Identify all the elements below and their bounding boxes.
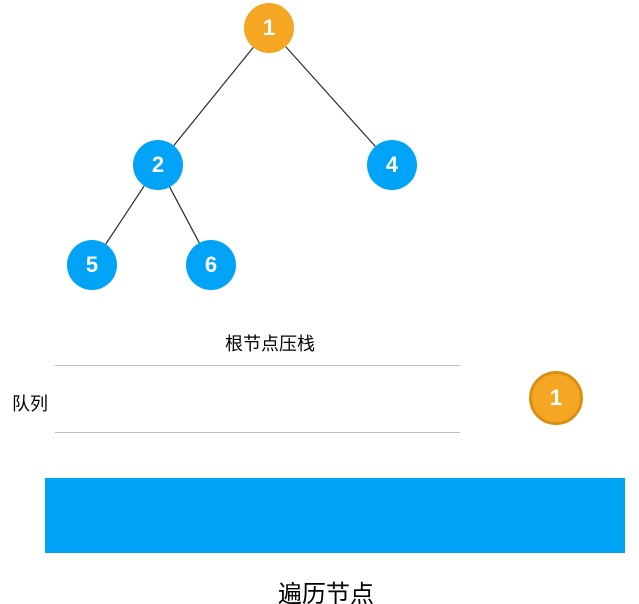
tree-node-label: 4: [386, 152, 398, 178]
traverse-label: 遍历节点: [278, 574, 374, 604]
tree-node-5: 5: [67, 240, 117, 290]
tree-node-label: 6: [205, 252, 217, 278]
tree-edge: [106, 186, 144, 244]
tree-node-2: 2: [133, 140, 183, 190]
tree-node-label: 2: [152, 152, 164, 178]
queue-item-node: 1: [529, 371, 583, 425]
tree-node-label: 5: [86, 252, 98, 278]
tree-edge: [170, 187, 200, 243]
tree-node-1: 1: [244, 3, 294, 53]
push-root-label: 根节点压栈: [225, 330, 315, 356]
tree-node-4: 4: [367, 140, 417, 190]
queue-bottom-border: [55, 432, 460, 433]
queue-label: 队列: [12, 390, 48, 416]
tree-node-6: 6: [186, 240, 236, 290]
traverse-bar: [45, 478, 625, 553]
tree-edge: [286, 47, 376, 147]
tree-edge: [174, 47, 254, 145]
diagram-stage: 根节点压栈 队列 1 遍历节点 1 2 4 5 6: [0, 0, 639, 604]
queue-item-label: 1: [550, 385, 562, 411]
tree-node-label: 1: [263, 15, 275, 41]
queue-top-border: [55, 365, 460, 366]
